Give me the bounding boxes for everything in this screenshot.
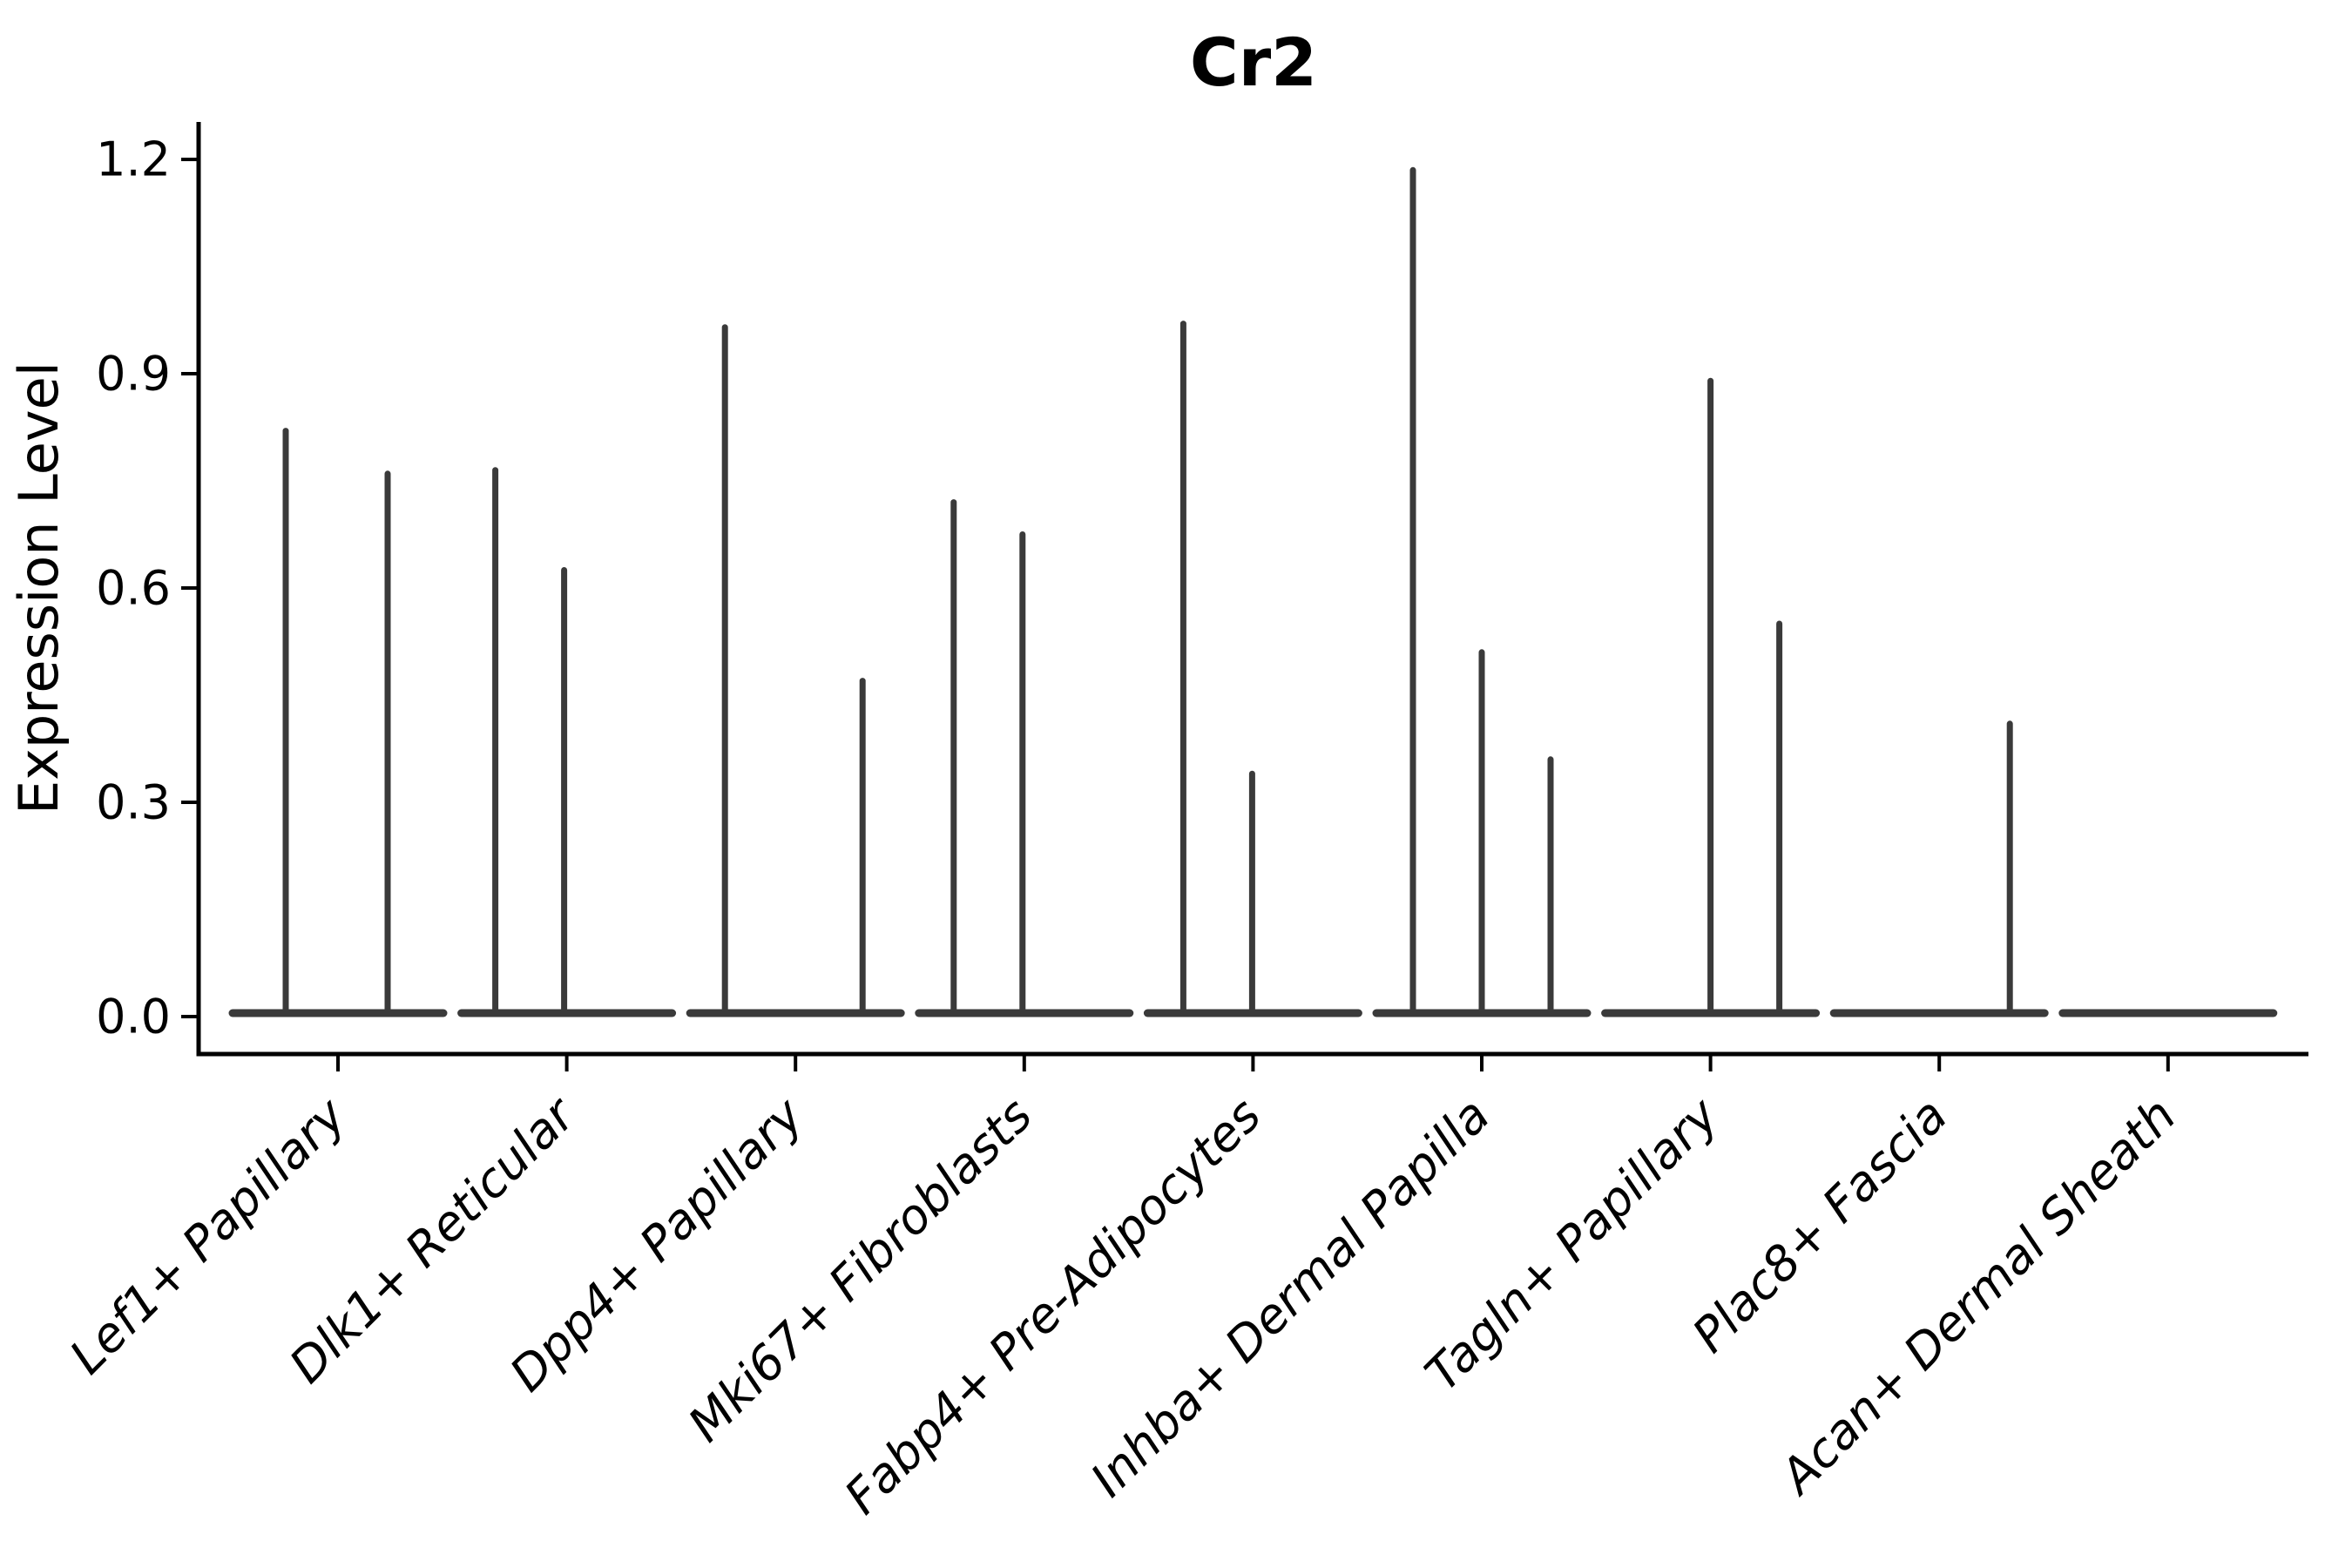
x-tick-label: Inhba+ Dermal Papilla (1080, 1087, 1500, 1507)
y-tick-label: 0.0 (96, 990, 171, 1044)
x-tick-label: Fabp4+ Pre-Adipocytes (834, 1087, 1271, 1524)
y-tick-label: 1.2 (96, 132, 171, 187)
y-tick-label: 0.9 (96, 347, 171, 402)
plot-title: Cr2 (1190, 24, 1317, 101)
violins-layer (228, 166, 2278, 1017)
y-tick-label: 0.6 (96, 561, 171, 616)
x-tick-label: Acan+ Dermal Sheath (1767, 1087, 2186, 1506)
y-tick-label: 0.3 (96, 775, 171, 830)
y-axis-label: Expression Level (7, 362, 71, 814)
